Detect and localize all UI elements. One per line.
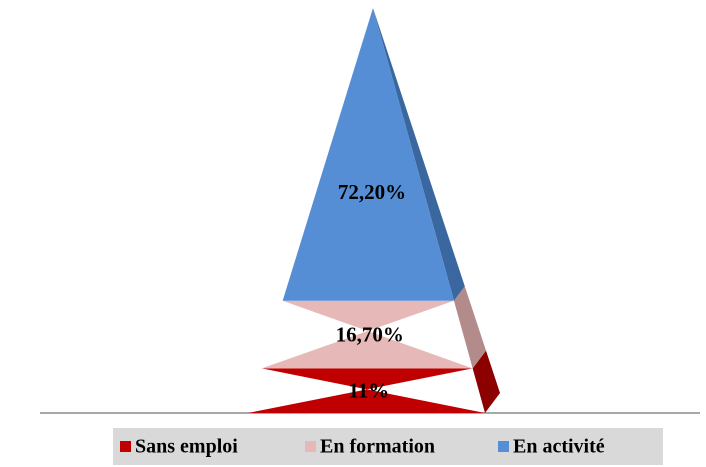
pyramid-segment [261,300,473,369]
legend-swatch [305,441,316,452]
pyramid-side [453,286,487,369]
legend-box [113,428,663,465]
legend-label: En activité [513,436,605,458]
pyramid-side [472,350,500,413]
legend-label: En formation [320,436,435,458]
data-label: 11% [348,379,389,403]
legend-label: Sans emploi [135,436,238,458]
pyramid-side [373,8,465,301]
data-label: 72,20% [338,180,406,204]
pyramid-segment [248,368,485,413]
legend-swatch [498,441,509,452]
legend-swatch [120,441,131,452]
data-label: 16,70% [336,322,404,346]
pyramid-segment [282,8,454,301]
